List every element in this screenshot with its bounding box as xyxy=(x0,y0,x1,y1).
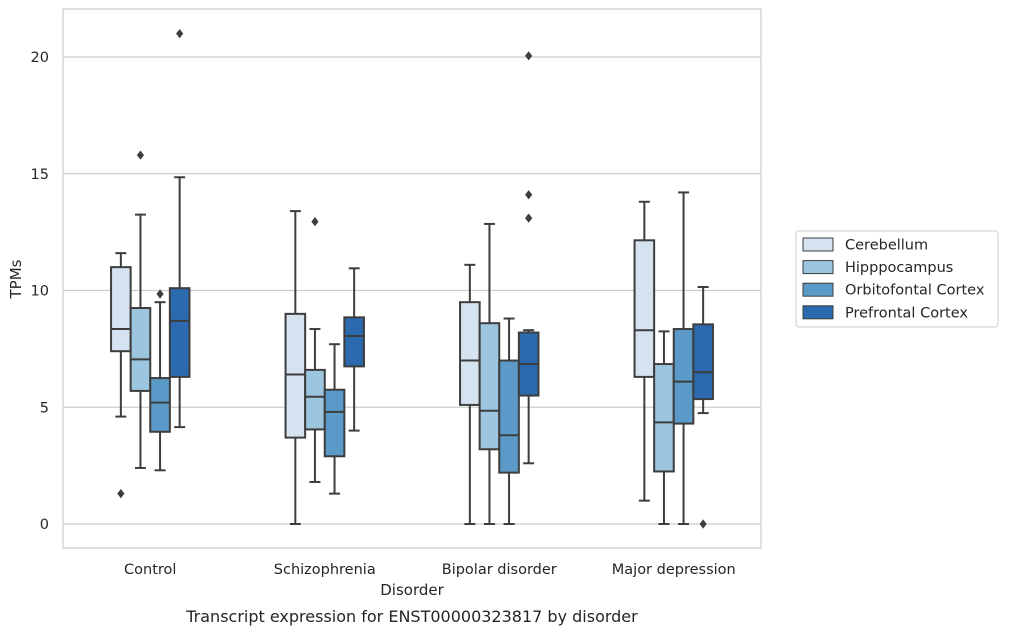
y-tick-label: 15 xyxy=(31,167,49,183)
boxplot-group xyxy=(672,191,695,525)
outlier-point xyxy=(136,150,145,160)
x-tick-label: Schizophrenia xyxy=(274,562,376,578)
outlier-point xyxy=(176,29,184,39)
boxplot-group xyxy=(517,51,540,465)
iqr-box xyxy=(459,301,481,406)
legend-label: Prefrontal Cortex xyxy=(845,305,968,321)
boxplot-group xyxy=(459,263,481,525)
x-axis-label: Disorder xyxy=(380,581,444,599)
iqr-box xyxy=(110,266,132,353)
legend-frame xyxy=(795,230,999,328)
plot-frame xyxy=(62,8,762,549)
y-tick-labels: 0 5 10 15 20 xyxy=(31,50,49,533)
iqr-box xyxy=(633,239,656,378)
y-tick-label: 5 xyxy=(40,400,49,416)
outlier-point xyxy=(117,489,125,499)
outlier-point xyxy=(156,289,164,299)
outlier-point xyxy=(699,519,707,529)
boxplot-group xyxy=(129,150,152,469)
iqr-box xyxy=(168,287,191,378)
iqr-box xyxy=(672,328,695,425)
x-tick-label: Control xyxy=(124,562,176,578)
iqr-box xyxy=(498,359,520,474)
iqr-box xyxy=(149,377,171,433)
chart-caption: Transcript expression for ENST0000032381… xyxy=(185,607,638,626)
legend-label: Cerebellum xyxy=(845,238,928,254)
iqr-box xyxy=(304,368,326,431)
outlier-point xyxy=(525,51,533,61)
iqr-box xyxy=(478,322,501,451)
legend-swatch xyxy=(802,305,834,320)
x-tick-label: Major depression xyxy=(612,562,736,578)
x-tick-label: Bipolar disorder xyxy=(442,562,557,578)
boxplot-group xyxy=(478,222,501,525)
legend-label: Orbitofontal Cortex xyxy=(845,283,985,299)
boxplot-group xyxy=(343,267,365,432)
y-tick-label: 20 xyxy=(31,50,49,66)
iqr-box xyxy=(343,316,365,368)
outlier-point xyxy=(311,217,319,227)
iqr-box xyxy=(129,307,152,392)
outlier-point xyxy=(525,213,533,223)
y-tick-label: 0 xyxy=(40,517,49,533)
y-tick-label: 10 xyxy=(31,284,49,300)
boxplot-group xyxy=(633,200,656,502)
legend-swatch xyxy=(802,282,834,297)
boxplot-group xyxy=(149,289,171,472)
iqr-box xyxy=(653,363,675,473)
boxplot-group xyxy=(110,252,132,499)
legend-label: Hipppocampus xyxy=(845,260,953,276)
boxplot-group xyxy=(323,343,346,495)
legend: Cerebellum Hipppocampus Orbitofontal Corte… xyxy=(795,230,999,328)
x-tick-labels: Control Schizophrenia Bipolar disorder Majo… xyxy=(124,562,736,578)
legend-swatch xyxy=(802,237,834,252)
legend-swatch xyxy=(802,260,834,275)
iqr-box xyxy=(284,312,307,439)
iqr-box xyxy=(323,388,346,458)
boxes-layer xyxy=(110,29,714,529)
boxplot-group xyxy=(692,285,714,529)
y-axis-label: TPMs xyxy=(7,259,25,299)
boxplot-group xyxy=(498,317,520,525)
outlier-point xyxy=(525,190,533,200)
iqr-box xyxy=(692,323,714,401)
boxplot-group xyxy=(168,29,191,429)
